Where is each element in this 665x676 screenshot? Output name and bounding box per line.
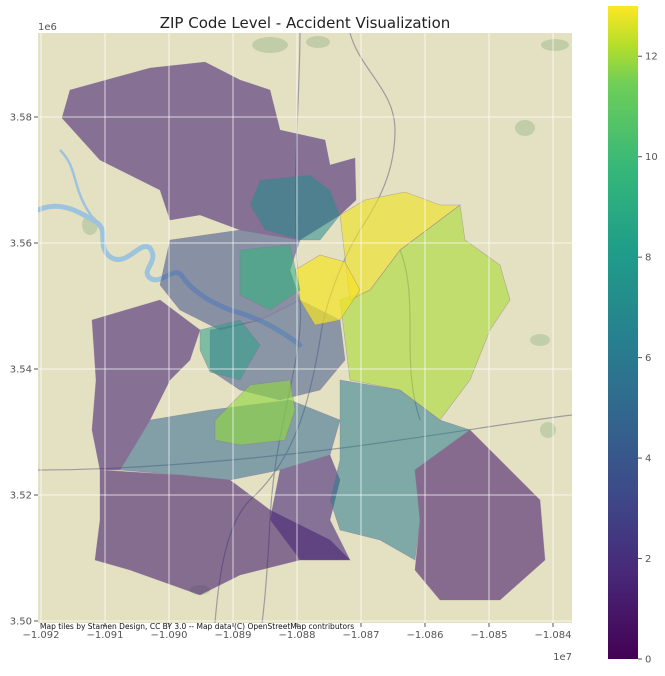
y-axis-offset: 1e6 <box>38 22 57 33</box>
zip-region-east-yellow <box>339 191 461 301</box>
colorbar-tick-label: 6 <box>645 353 651 364</box>
zip-region-southeast <box>414 429 546 601</box>
colorbar-tick-label: 10 <box>645 152 658 163</box>
colorbar-tick-label: 12 <box>645 52 658 63</box>
x-tick-label: −1.085 <box>470 630 507 641</box>
colorbar-tick-label: 2 <box>645 554 651 565</box>
x-tick-label: −1.087 <box>342 630 379 641</box>
zip-region-northeast-teal <box>249 174 341 241</box>
y-tick-label: 3.58 <box>10 113 32 124</box>
x-axis: −1.092 −1.091 −1.090 −1.089 −1.088 −1.087 −1.0… <box>22 623 572 641</box>
colorbar-tick-label: 0 <box>645 655 651 666</box>
x-axis-offset: 1e7 <box>553 652 572 663</box>
y-tick-label: 3.56 <box>10 239 32 250</box>
map-title: ZIP Code Level - Accident Visualization <box>160 14 451 32</box>
colorbar-ticks: 0 2 4 6 8 10 12 <box>638 52 658 666</box>
y-axis: 3.50 3.52 3.54 3.56 3.58 <box>10 113 38 628</box>
x-tick-label: −1.089 <box>214 630 251 641</box>
colorbar-tick-label: 8 <box>645 253 651 264</box>
x-tick-label: −1.084 <box>534 630 571 641</box>
zip-region-south-mid <box>269 454 351 561</box>
x-tick-label: −1.091 <box>86 630 123 641</box>
x-tick-label: −1.086 <box>406 630 443 641</box>
zip-region-mid-teal <box>199 319 261 381</box>
x-tick-label: −1.088 <box>278 630 315 641</box>
zip-region-core-yellow <box>294 254 361 326</box>
colorbar-tick-label: 4 <box>645 454 651 465</box>
y-tick-label: 3.52 <box>10 491 32 502</box>
zip-region-center-seagreen <box>239 244 301 311</box>
x-tick-label: −1.090 <box>150 630 187 641</box>
y-tick-label: 3.54 <box>10 365 32 376</box>
creek <box>59 149 97 223</box>
x-tick-label: −1.092 <box>22 630 59 641</box>
zip-region-south-green <box>214 379 296 446</box>
map-area[interactable] <box>38 33 572 623</box>
grid-lines <box>38 33 572 623</box>
zip-polygons <box>61 61 546 601</box>
map-attribution: Map tiles by Stamen Design, CC BY 3.0 --… <box>40 622 354 631</box>
y-tick-label: 3.50 <box>10 617 32 628</box>
basemap-parks <box>82 36 569 595</box>
colorbar <box>608 6 638 659</box>
